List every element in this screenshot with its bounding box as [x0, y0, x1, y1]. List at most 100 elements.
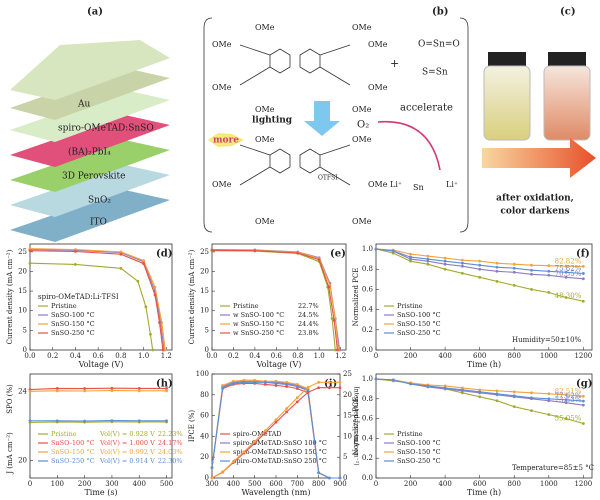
- x-tick-label: 800: [508, 480, 521, 488]
- x-tick-label: 1200: [574, 352, 592, 360]
- data-point: [253, 380, 257, 384]
- data-point: [317, 471, 321, 475]
- data-point: [336, 348, 339, 352]
- y2-tick-label: 0: [343, 474, 347, 482]
- data-point: [151, 348, 155, 352]
- data-point: [144, 305, 148, 309]
- plot-frame: [375, 373, 593, 479]
- substituent: OMe: [255, 105, 275, 114]
- y2-tick-label: 20: [343, 391, 352, 399]
- data-point: [110, 389, 114, 393]
- data-point: [253, 439, 257, 443]
- x-axis-label: Time (h): [467, 360, 501, 369]
- substituent: OMe: [352, 23, 372, 32]
- legend-label: spiro-OMeTAD: [233, 430, 282, 438]
- data-point: [28, 247, 32, 251]
- data-point: [461, 391, 464, 395]
- x-tick-label: 400: [227, 480, 240, 488]
- y-tick-label: 25: [200, 248, 209, 256]
- data-point: [391, 378, 395, 382]
- data-point: [530, 409, 533, 413]
- substituent: OMe: [352, 217, 372, 226]
- x-tick-label: 0.4: [70, 352, 82, 360]
- legend-label: SnSO-250 °C: [51, 329, 95, 337]
- data-point: [210, 466, 214, 469]
- legend-efficiency: 24.5%: [298, 311, 319, 319]
- data-point: [142, 262, 146, 266]
- data-point: [332, 319, 336, 322]
- x-tick-label: 1000: [540, 480, 558, 488]
- retention-label: 77.62%: [555, 392, 582, 400]
- legend-label: Pristine: [397, 430, 423, 438]
- legend-label: w SnSO-150 °C: [233, 320, 284, 328]
- x-tick-label: 500: [248, 480, 261, 488]
- y-tick-label: 20: [200, 453, 209, 461]
- y-axis-label: SPO (%): [6, 384, 14, 414]
- plot-frame: [211, 243, 347, 351]
- data-point: [137, 386, 141, 390]
- y-tick-label: 40: [200, 432, 209, 440]
- substituent: OMe: [352, 105, 372, 114]
- data-point: [83, 387, 87, 390]
- data-point: [564, 393, 568, 397]
- data-point: [210, 476, 214, 480]
- annotation: Temperature=85±5 °C: [512, 464, 594, 472]
- data-point: [285, 407, 289, 410]
- legend-label: spiro-OMeTAD:SnSO 150 °C: [233, 448, 327, 456]
- data-point: [461, 388, 464, 392]
- legend-label: w SnSO-250 °C: [233, 329, 284, 337]
- panel-label: (b): [432, 7, 448, 18]
- data-point: [512, 270, 516, 274]
- x-tick-label: 0.2: [228, 352, 239, 360]
- data-point: [581, 399, 585, 403]
- data-point: [242, 378, 246, 382]
- x-tick-label: 400: [438, 352, 451, 360]
- data-point: [231, 381, 235, 385]
- y-tick-label: 60: [200, 412, 209, 420]
- data-point: [28, 419, 32, 423]
- data-point: [295, 387, 299, 390]
- data-point: [327, 285, 331, 289]
- legend-label: SnSO-100 °C: [51, 439, 95, 447]
- x-tick-label: 300: [105, 480, 118, 488]
- x-axis-label: Voltage (V): [78, 360, 124, 369]
- series-line: [29, 390, 167, 392]
- data-point: [161, 348, 165, 352]
- x-tick-label: 200: [78, 480, 91, 488]
- data-point: [495, 261, 499, 265]
- substituent: OMe: [212, 83, 232, 92]
- plot-frame: [29, 373, 173, 479]
- substituent: OMe: [368, 83, 388, 92]
- formula: S=Sn: [422, 68, 448, 78]
- data-point: [306, 390, 310, 394]
- x-tick-label: 800: [312, 480, 325, 488]
- device-stack: [10, 40, 170, 242]
- data-point: [295, 383, 299, 386]
- x-tick-label: 0: [374, 352, 378, 360]
- substituent: OMe: [212, 180, 232, 189]
- legend-title: spiro-OMeTAD:Li-TFSI: [38, 293, 119, 301]
- data-point: [338, 386, 342, 390]
- x-tick-label: 600: [473, 480, 486, 488]
- y-tick-label: 0.0: [362, 474, 373, 482]
- data-point: [338, 380, 342, 384]
- formula: O=Sn=O: [418, 40, 460, 50]
- data-point: [547, 273, 551, 277]
- y-tick-label: 0.4: [362, 306, 374, 314]
- data-point: [478, 267, 482, 271]
- data-point: [74, 263, 77, 266]
- y-tick-label: 10: [18, 307, 27, 315]
- formula: Sn: [413, 183, 424, 192]
- y-tick-label: 100: [196, 370, 209, 378]
- data-point: [295, 385, 299, 388]
- more-label: more: [213, 136, 239, 146]
- x-tick-label: 0.4: [249, 352, 261, 360]
- data-point: [478, 390, 482, 394]
- data-point: [274, 381, 278, 385]
- data-point: [83, 419, 87, 423]
- legend-label: SnSO-150 °C: [51, 320, 95, 328]
- data-point: [55, 386, 59, 390]
- legend-label: SnSO-150 °C: [51, 448, 95, 456]
- vials: [482, 52, 596, 178]
- y-tick-label: 15: [18, 287, 27, 295]
